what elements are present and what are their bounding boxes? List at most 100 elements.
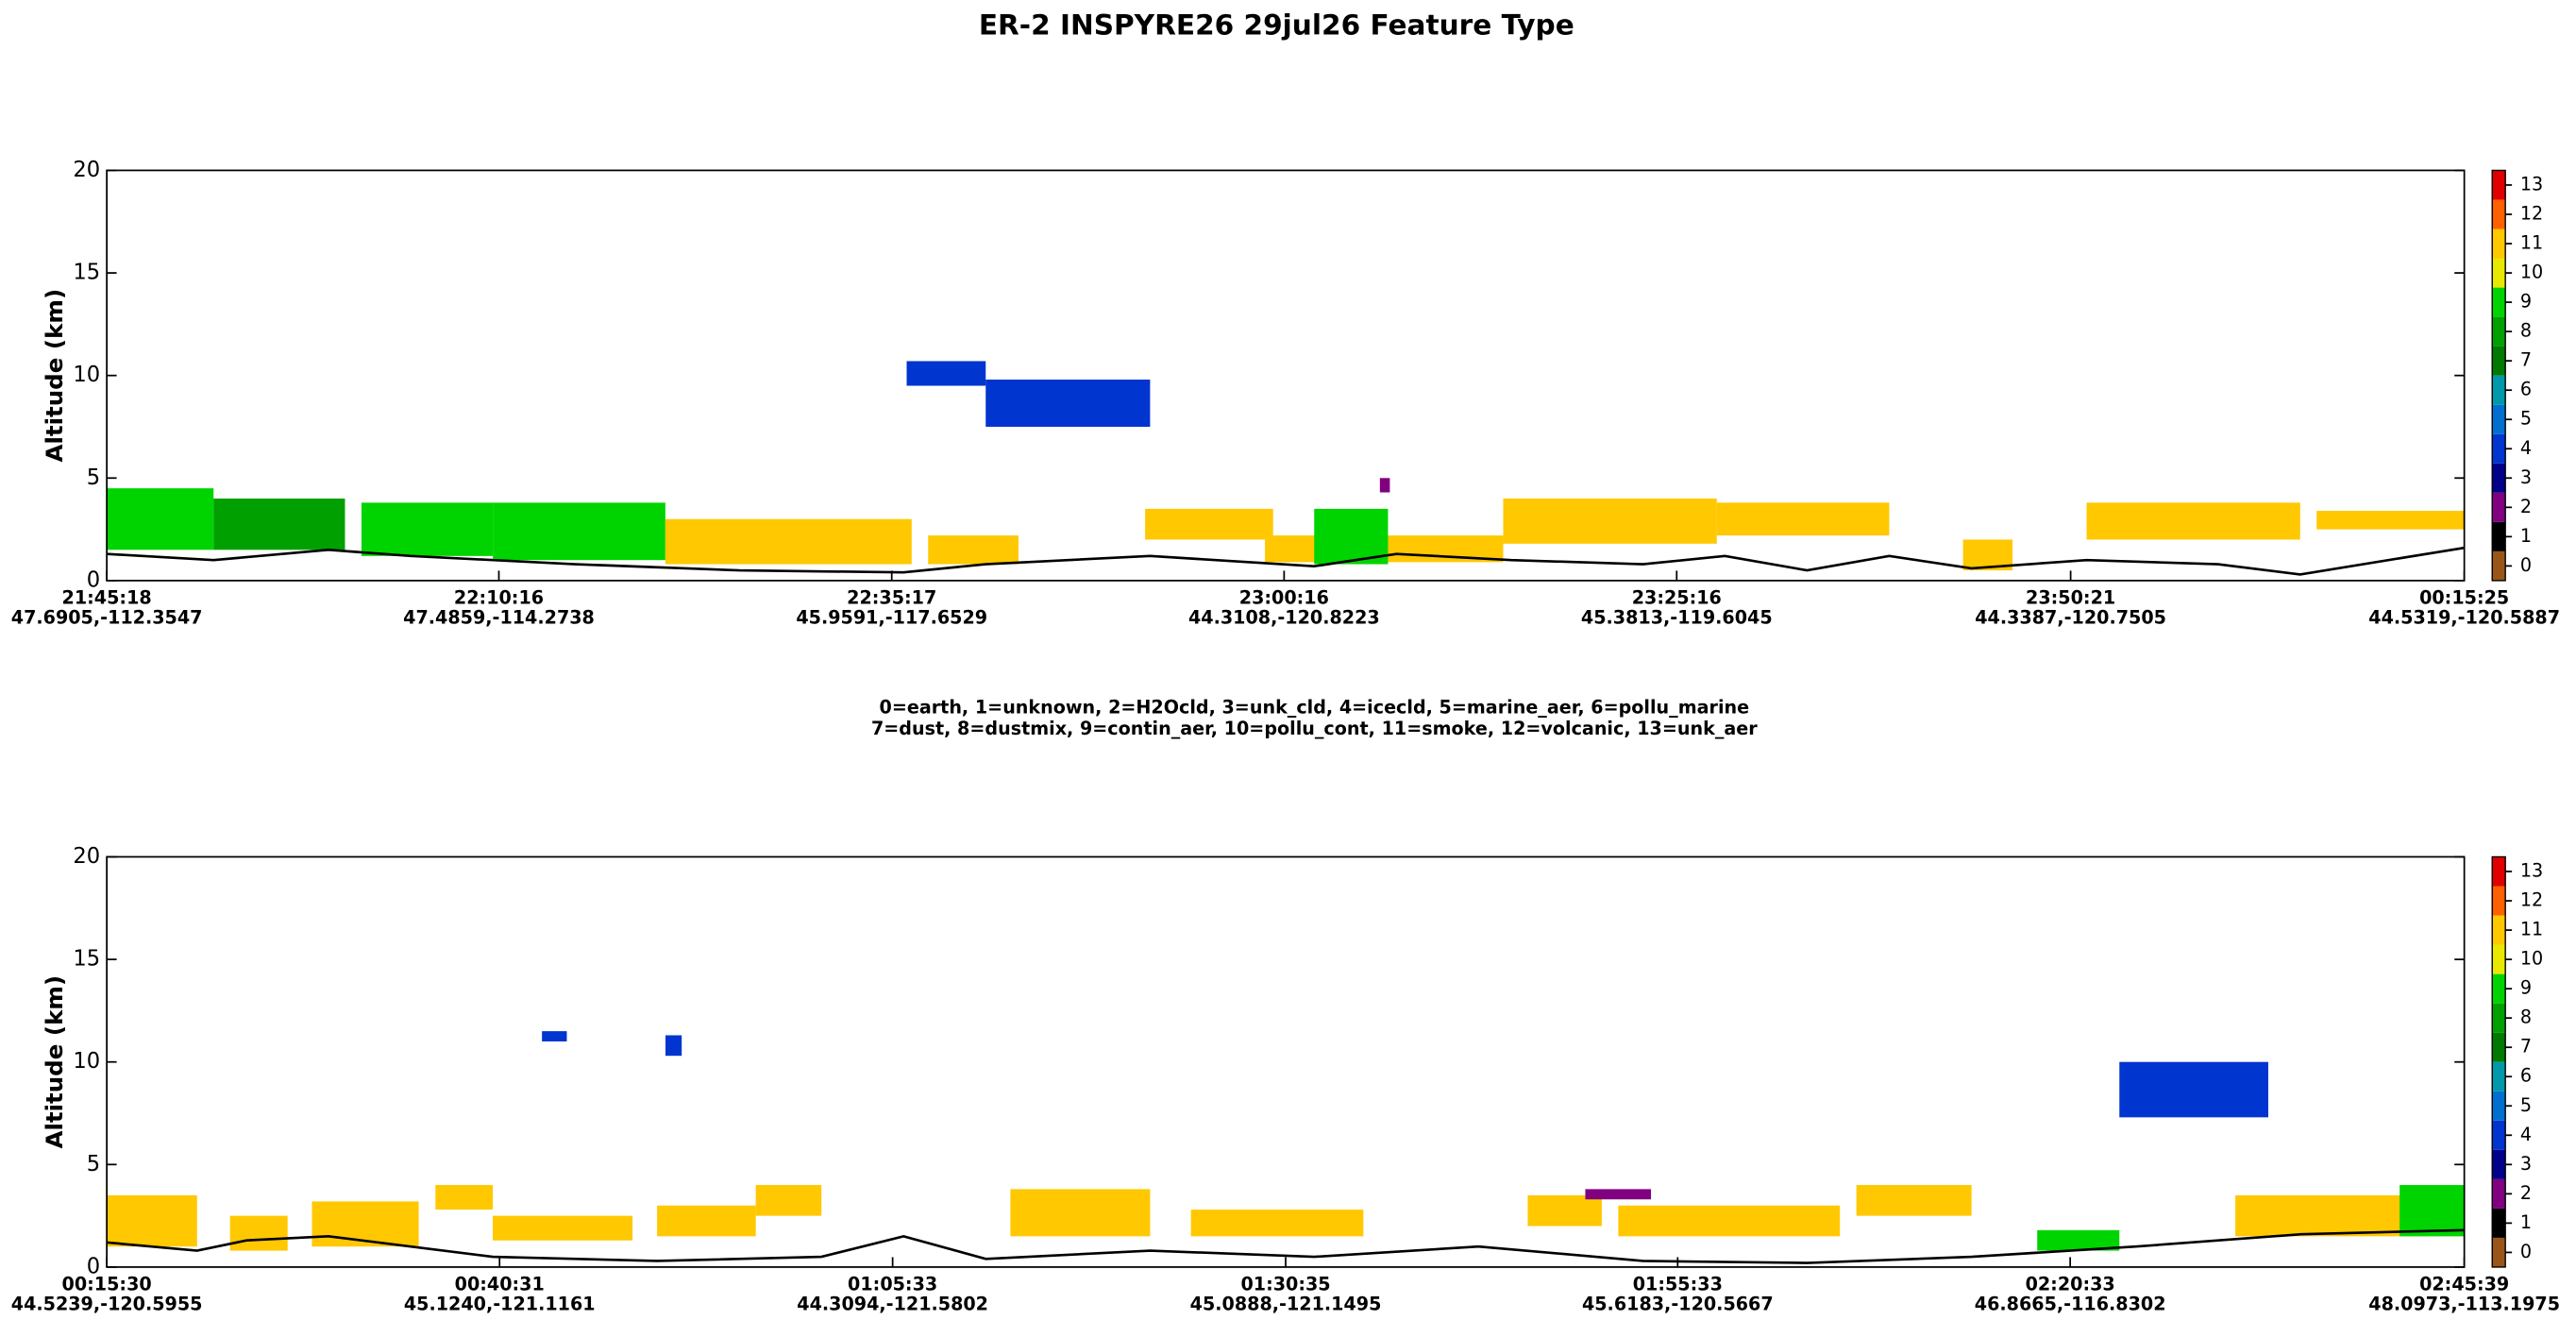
colorbar-cell xyxy=(2492,258,2506,288)
x-tick-label: 02:20:33 xyxy=(2026,1274,2115,1295)
colorbar-cell xyxy=(2492,492,2506,522)
colorbar-cell xyxy=(2492,404,2506,434)
x-tick-location: 44.5319,-120.5887 xyxy=(2368,607,2560,629)
x-tick-label: 00:15:25 xyxy=(2419,587,2509,609)
x-tick-label: 23:25:16 xyxy=(1632,587,1722,609)
colorbar-cell xyxy=(2492,1149,2506,1179)
colorbar-label: 1 xyxy=(2520,525,2532,547)
x-tick-label: 22:35:17 xyxy=(847,587,936,609)
x-tick-label: 00:15:30 xyxy=(62,1274,152,1295)
y-tick-label: 5 xyxy=(87,1152,100,1176)
x-tick-label: 01:30:35 xyxy=(1240,1274,1330,1295)
feature xyxy=(665,518,912,565)
colorbar-label: 7 xyxy=(2520,349,2532,371)
colorbar-label: 6 xyxy=(2520,379,2532,400)
colorbar-label: 8 xyxy=(2520,320,2532,342)
colorbar-label: 13 xyxy=(2520,173,2543,195)
feature xyxy=(2086,502,2300,540)
colorbar-cell xyxy=(2492,316,2506,347)
feature xyxy=(107,488,214,550)
colorbar-cell xyxy=(2492,973,2506,1004)
feature xyxy=(1145,508,1273,540)
feature xyxy=(1503,499,1717,544)
colorbar-label: 2 xyxy=(2520,496,2532,517)
colorbar-label: 3 xyxy=(2520,466,2532,488)
y-tick-label: 20 xyxy=(73,844,100,869)
y-tick-label: 15 xyxy=(73,261,100,285)
feature xyxy=(755,1185,822,1216)
colorbar-frame xyxy=(2491,855,2506,1268)
colorbar-label: 5 xyxy=(2520,408,2532,430)
x-tick-label: 00:40:31 xyxy=(455,1274,545,1295)
x-tick-location: 45.0888,-121.1495 xyxy=(1190,1294,1382,1315)
y-tick-label: 0 xyxy=(87,1254,100,1278)
legend-text: 0=earth, 1=unknown, 2=H2Ocld, 3=unk_cld,… xyxy=(880,696,1750,718)
colorbar-label: 9 xyxy=(2520,977,2532,999)
y-tick-label: 10 xyxy=(73,363,100,387)
y-tick-label: 15 xyxy=(73,947,100,972)
colorbar-label: 10 xyxy=(2520,262,2543,283)
x-tick-location: 44.5239,-120.5955 xyxy=(11,1294,203,1315)
colorbar-cell xyxy=(2492,856,2506,887)
colorbar-cell xyxy=(2492,944,2506,974)
x-tick-location: 47.6905,-112.3547 xyxy=(11,607,203,629)
feature xyxy=(311,1201,419,1247)
feature xyxy=(1856,1185,1972,1216)
feature xyxy=(985,380,1151,427)
colorbar-cell xyxy=(2492,1061,2506,1092)
x-tick-label: 22:10:16 xyxy=(454,587,544,609)
colorbar-label: 0 xyxy=(2520,1241,2532,1262)
colorbar-cell xyxy=(2492,463,2506,493)
y-tick-label: 5 xyxy=(87,465,100,490)
colorbar-label: 1 xyxy=(2520,1211,2532,1233)
surface-line xyxy=(107,546,2465,576)
x-tick-label: 23:50:21 xyxy=(2026,587,2115,609)
colorbar-cell xyxy=(2492,1237,2506,1267)
x-tick-location: 45.9591,-117.6529 xyxy=(796,607,987,629)
x-tick-location: 48.0973,-113.1975 xyxy=(2368,1294,2560,1315)
y-tick-label: 0 xyxy=(87,567,100,592)
colorbar-label: 11 xyxy=(2520,231,2543,253)
colorbar-label: 13 xyxy=(2520,859,2543,881)
colorbar-label: 4 xyxy=(2520,437,2532,459)
feature xyxy=(493,502,665,561)
feature xyxy=(657,1205,756,1237)
colorbar-cell xyxy=(2492,1178,2506,1209)
feature xyxy=(1618,1205,1841,1237)
colorbar-label: 3 xyxy=(2520,1153,2532,1175)
x-tick-location: 44.3387,-120.7505 xyxy=(1975,607,2166,629)
colorbar-label: 4 xyxy=(2520,1124,2532,1145)
y-axis-label: Altitude (km) xyxy=(41,975,68,1149)
colorbar-label: 2 xyxy=(2520,1182,2532,1204)
colorbar-frame xyxy=(2491,169,2506,582)
x-tick-location: 44.3108,-120.8223 xyxy=(1188,607,1380,629)
figure-title: ER-2 INSPYRE26 29jul26 Feature Type xyxy=(979,8,1574,41)
y-axis-label: Altitude (km) xyxy=(41,289,68,463)
x-tick-location: 47.4859,-114.2738 xyxy=(403,607,595,629)
colorbar-cell xyxy=(2492,1032,2506,1062)
feature xyxy=(1314,508,1389,565)
colorbar-cell xyxy=(2492,886,2506,916)
colorbar-label: 8 xyxy=(2520,1007,2532,1028)
colorbar-label: 6 xyxy=(2520,1065,2532,1087)
colorbar-label: 11 xyxy=(2520,919,2543,940)
feature xyxy=(1010,1189,1151,1237)
feature xyxy=(229,1215,288,1251)
feature xyxy=(213,499,345,550)
feature xyxy=(361,502,494,556)
colorbar-cell xyxy=(2492,346,2506,376)
x-tick-label: 01:05:33 xyxy=(848,1274,937,1295)
x-tick-location: 45.1240,-121.1161 xyxy=(404,1294,596,1315)
feature xyxy=(1716,502,1890,536)
feature xyxy=(2316,511,2465,530)
feature xyxy=(107,1194,197,1247)
x-tick-location: 45.3813,-119.6045 xyxy=(1581,607,1773,629)
colorbar-label: 9 xyxy=(2520,291,2532,313)
feature xyxy=(1190,1210,1364,1237)
x-tick-label: 21:45:18 xyxy=(62,587,152,609)
feature xyxy=(542,1031,567,1041)
feature xyxy=(928,535,1019,565)
colorbar-cell xyxy=(2492,287,2506,317)
x-tick-label: 23:00:16 xyxy=(1239,587,1329,609)
